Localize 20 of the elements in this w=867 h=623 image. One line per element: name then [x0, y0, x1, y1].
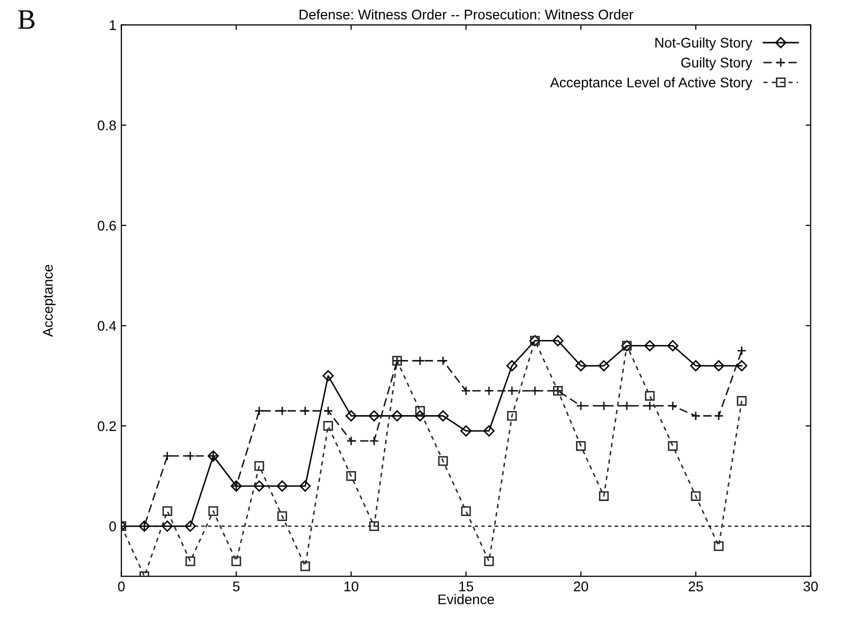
- x-tick-label: 25: [688, 582, 703, 592]
- y-tick-label: 0.4: [98, 320, 116, 331]
- x-tick-label: 5: [232, 582, 240, 592]
- legend-label: Not-Guilty Story: [655, 37, 752, 50]
- legend-label: Guilty Story: [681, 57, 752, 70]
- y-axis-title: Acceptance: [43, 264, 56, 337]
- y-tick-label: 0.2: [98, 421, 116, 432]
- x-tick-label: 15: [459, 582, 474, 592]
- text: B: [18, 10, 35, 29]
- x-tick-label: 10: [344, 582, 358, 592]
- x-tick-label: 0: [118, 582, 125, 592]
- y-tick-label: 1: [110, 20, 116, 30]
- chart-title: Defense: Witness Order -- Prosecution: Witness Order: [300, 9, 634, 20]
- x-axis-title: Evidence: [438, 594, 494, 604]
- y-tick-label: 0: [109, 521, 116, 532]
- y-tick-label: 0.6: [98, 220, 116, 231]
- x-tick-label: 20: [574, 582, 588, 592]
- y-tick-label: 0.8: [98, 120, 116, 130]
- legend-label: Acceptance Level of Active Story: [550, 77, 752, 90]
- x-tick-label: 30: [803, 582, 818, 592]
